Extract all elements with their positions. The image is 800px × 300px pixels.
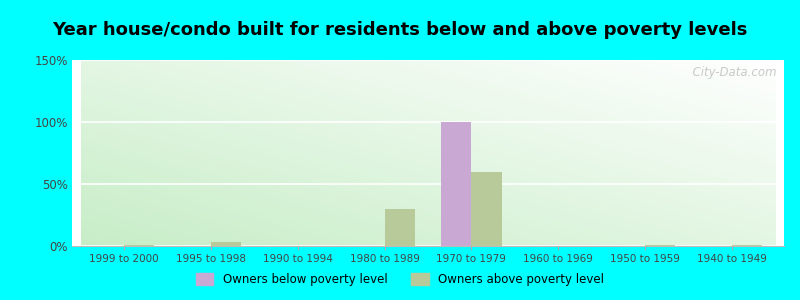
Bar (645, 245, 675, 246)
Bar (441, 122, 471, 246)
Text: City-Data.com: City-Data.com (686, 66, 777, 79)
Text: Year house/condo built for residents below and above poverty levels: Year house/condo built for residents bel… (52, 21, 748, 39)
Bar (385, 209, 415, 246)
Bar (211, 242, 242, 246)
Legend: Owners below poverty level, Owners above poverty level: Owners below poverty level, Owners above… (191, 268, 609, 291)
Bar (124, 245, 154, 246)
Bar (732, 245, 762, 246)
Bar (471, 172, 502, 246)
